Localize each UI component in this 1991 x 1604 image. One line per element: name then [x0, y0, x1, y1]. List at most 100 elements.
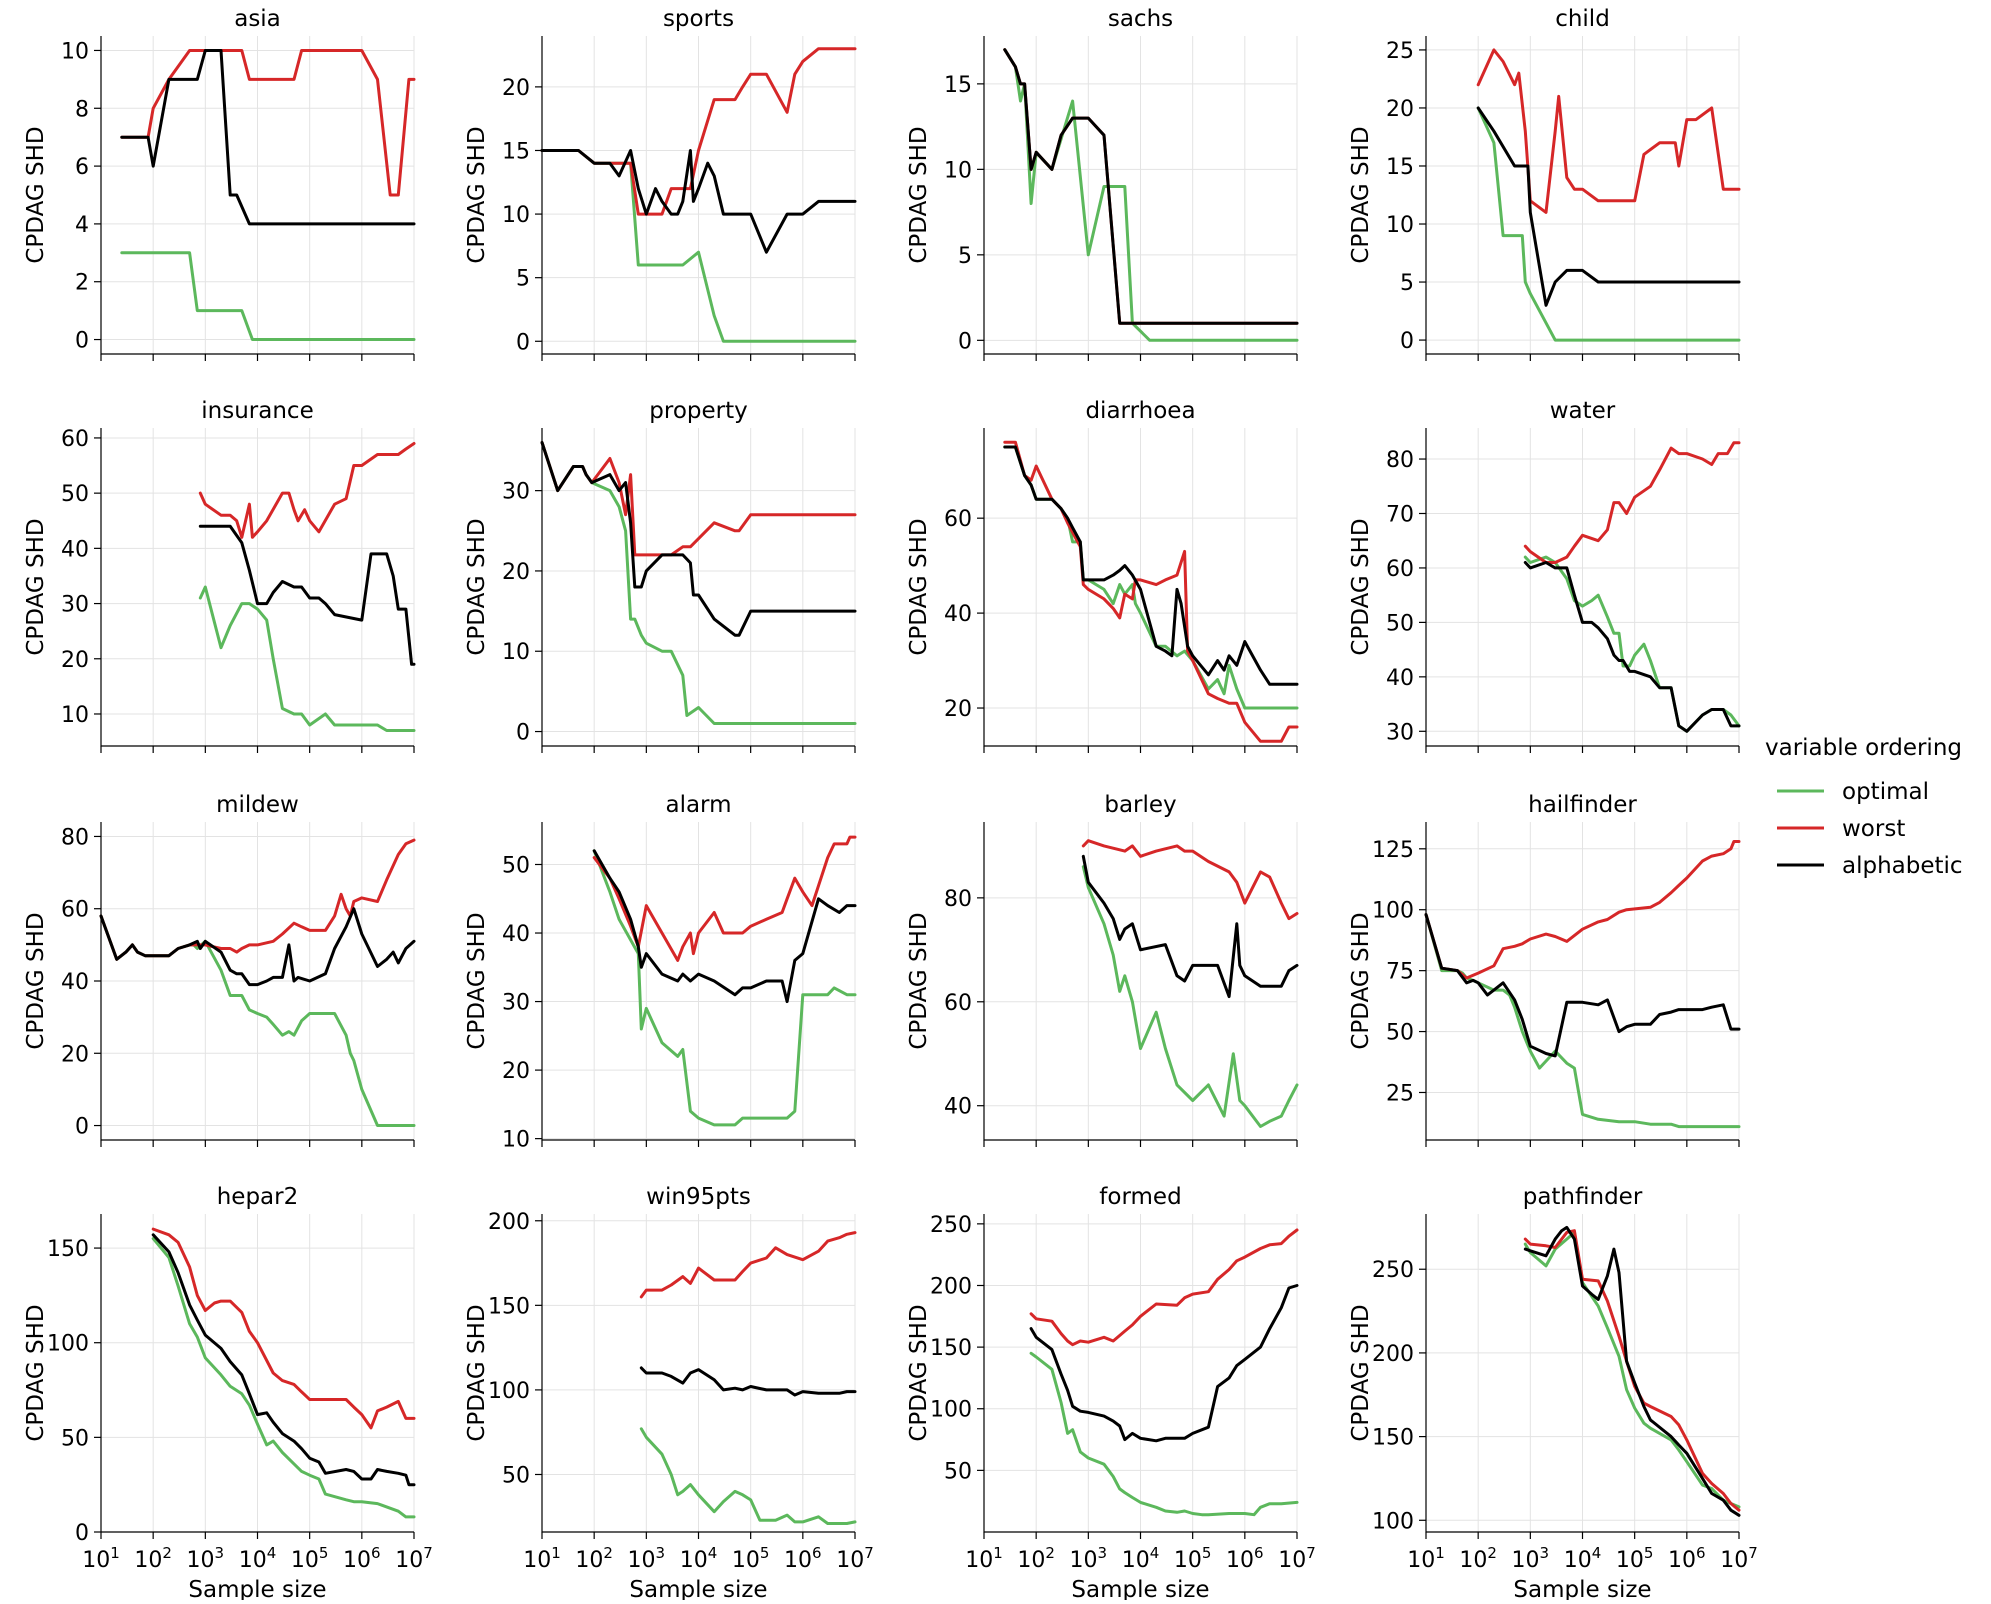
y-tick-label: 80 — [1386, 448, 1414, 473]
y-axis-label: CPDAG SHD — [23, 518, 49, 655]
y-tick-label: 10 — [502, 640, 530, 665]
gridlines — [541, 428, 856, 746]
panel-diarrhoea: diarrhoea 20 40 60 CPDAG SHD — [906, 398, 1299, 753]
y-tick-label: 125 — [1372, 838, 1414, 863]
y-tick-label: 25 — [1386, 39, 1414, 64]
panel-child: child 0 5 10 15 20 25 CPDAG SHD — [1348, 6, 1741, 361]
y-tick-label: 20 — [502, 1059, 530, 1084]
series-line-alphabetic — [120, 49, 416, 226]
y-tick-label: 0 — [75, 329, 89, 354]
x-tick-label: 106 — [1226, 1544, 1264, 1573]
y-tick-label: 50 — [502, 1463, 530, 1488]
x-axis-label: Sample size — [188, 1577, 326, 1600]
y-tick-label: 70 — [1386, 502, 1414, 527]
panel-sports: sports 0 5 10 15 20 CPDAG SHD — [464, 6, 857, 361]
y-axis-label: CPDAG SHD — [1348, 518, 1374, 655]
y-tick-label: 100 — [1372, 899, 1414, 924]
series-line-alphabetic — [1029, 1284, 1299, 1443]
series-line-optimal — [1003, 48, 1299, 342]
panel-sachs: sachs 0 5 10 15 CPDAG SHD — [906, 6, 1299, 361]
panel-title: formed — [1099, 1184, 1181, 1210]
legend-label-worst: worst — [1842, 816, 1905, 842]
y-tick-label: 20 — [944, 697, 972, 722]
y-tick-label: 40 — [61, 537, 89, 562]
series-line-worst — [1476, 48, 1741, 214]
y-axis-label: CPDAG SHD — [23, 1304, 49, 1441]
panel-title: sports — [663, 6, 734, 32]
y-tick-label: 10 — [502, 203, 530, 228]
panel-title: barley — [1104, 792, 1176, 818]
y-tick-label: 200 — [488, 1210, 530, 1235]
gridlines — [541, 822, 856, 1140]
series-line-optimal — [120, 251, 416, 341]
series-line-optimal — [1029, 1351, 1299, 1517]
series-line-alphabetic — [592, 849, 857, 1004]
y-tick-label: 60 — [944, 507, 972, 532]
series-line-optimal — [1476, 106, 1741, 342]
y-tick-label: 150 — [47, 1237, 89, 1262]
panel-title: sachs — [1108, 6, 1173, 32]
series-line-alphabetic — [540, 441, 857, 637]
y-tick-label: 0 — [516, 721, 530, 746]
x-tick-label: 105 — [732, 1544, 770, 1573]
y-tick-label: 20 — [61, 648, 89, 673]
y-tick-label: 60 — [61, 898, 89, 923]
series-line-alphabetic — [198, 524, 416, 666]
x-tick-label: 104 — [1122, 1544, 1160, 1573]
panel-title: mildew — [216, 792, 299, 818]
series-line-optimal — [592, 849, 857, 1127]
panel-pathfinder: pathfinder 100 150 200 250 101 102 103 104 105 106… — [1348, 1184, 1758, 1603]
y-axis-label: CPDAG SHD — [906, 912, 932, 1049]
y-tick-label: 15 — [1386, 155, 1414, 180]
y-tick-label: 40 — [1386, 666, 1414, 691]
series-line-worst — [1523, 441, 1741, 564]
panel-title: diarrhoea — [1085, 398, 1195, 424]
y-tick-label: 50 — [1386, 611, 1414, 636]
x-tick-label: 105 — [1174, 1544, 1212, 1573]
panel-formed: formed 50 100 150 200 250 101 102 103 104 105 106 10… — [906, 1184, 1316, 1603]
x-tick-label: 107 — [395, 1544, 433, 1573]
x-tick-label: 101 — [82, 1544, 120, 1573]
x-tick-label: 105 — [291, 1544, 329, 1573]
series-line-worst — [639, 1231, 857, 1299]
y-tick-label: 100 — [930, 1398, 972, 1423]
gridlines — [983, 36, 1298, 354]
y-axis-label: CPDAG SHD — [1348, 1304, 1374, 1441]
y-axis-label: CPDAG SHD — [906, 518, 932, 655]
series-line-alphabetic — [1476, 106, 1741, 307]
y-tick-label: 40 — [944, 1095, 972, 1120]
x-tick-label: 103 — [1070, 1544, 1108, 1573]
y-tick-label: 15 — [944, 73, 972, 98]
y-tick-label: 50 — [1386, 1021, 1414, 1046]
panel-title: hepar2 — [217, 1184, 299, 1210]
y-tick-label: 10 — [61, 703, 89, 728]
x-axis-label: Sample size — [629, 1577, 767, 1600]
panel-water: water 30 40 50 60 70 80 CPDAG SHD — [1348, 398, 1741, 753]
y-axis-label: CPDAG SHD — [464, 1304, 490, 1441]
y-tick-label: 50 — [61, 1426, 89, 1451]
series-line-alphabetic — [1523, 561, 1741, 733]
y-tick-label: 40 — [944, 602, 972, 627]
y-tick-label: 150 — [1372, 1426, 1414, 1451]
y-tick-label: 200 — [1372, 1342, 1414, 1367]
panel-win95pts: win95pts 50 100 150 200 101 102 103 104 105 106 107… — [464, 1184, 874, 1603]
panel-hailfinder: hailfinder 25 50 75 100 125 CPDAG SHD — [1348, 792, 1741, 1147]
y-tick-label: 2 — [75, 271, 89, 296]
y-tick-label: 10 — [502, 1128, 530, 1153]
series-line-alphabetic — [1081, 854, 1299, 999]
panel-title: asia — [234, 6, 281, 32]
y-tick-label: 150 — [930, 1336, 972, 1361]
x-tick-label: 101 — [965, 1544, 1003, 1573]
y-tick-label: 5 — [516, 267, 530, 292]
series-line-optimal — [198, 585, 416, 732]
panel-title: alarm — [665, 792, 731, 818]
y-axis-label: CPDAG SHD — [23, 912, 49, 1049]
series-line-worst — [1424, 840, 1741, 980]
y-tick-label: 0 — [958, 329, 972, 354]
x-tick-label: 102 — [1017, 1544, 1055, 1573]
y-tick-label: 50 — [61, 482, 89, 507]
series-line-alphabetic — [1424, 913, 1741, 1058]
y-tick-label: 40 — [502, 922, 530, 947]
y-tick-label: 8 — [75, 97, 89, 122]
panel-title: win95pts — [646, 1184, 751, 1210]
